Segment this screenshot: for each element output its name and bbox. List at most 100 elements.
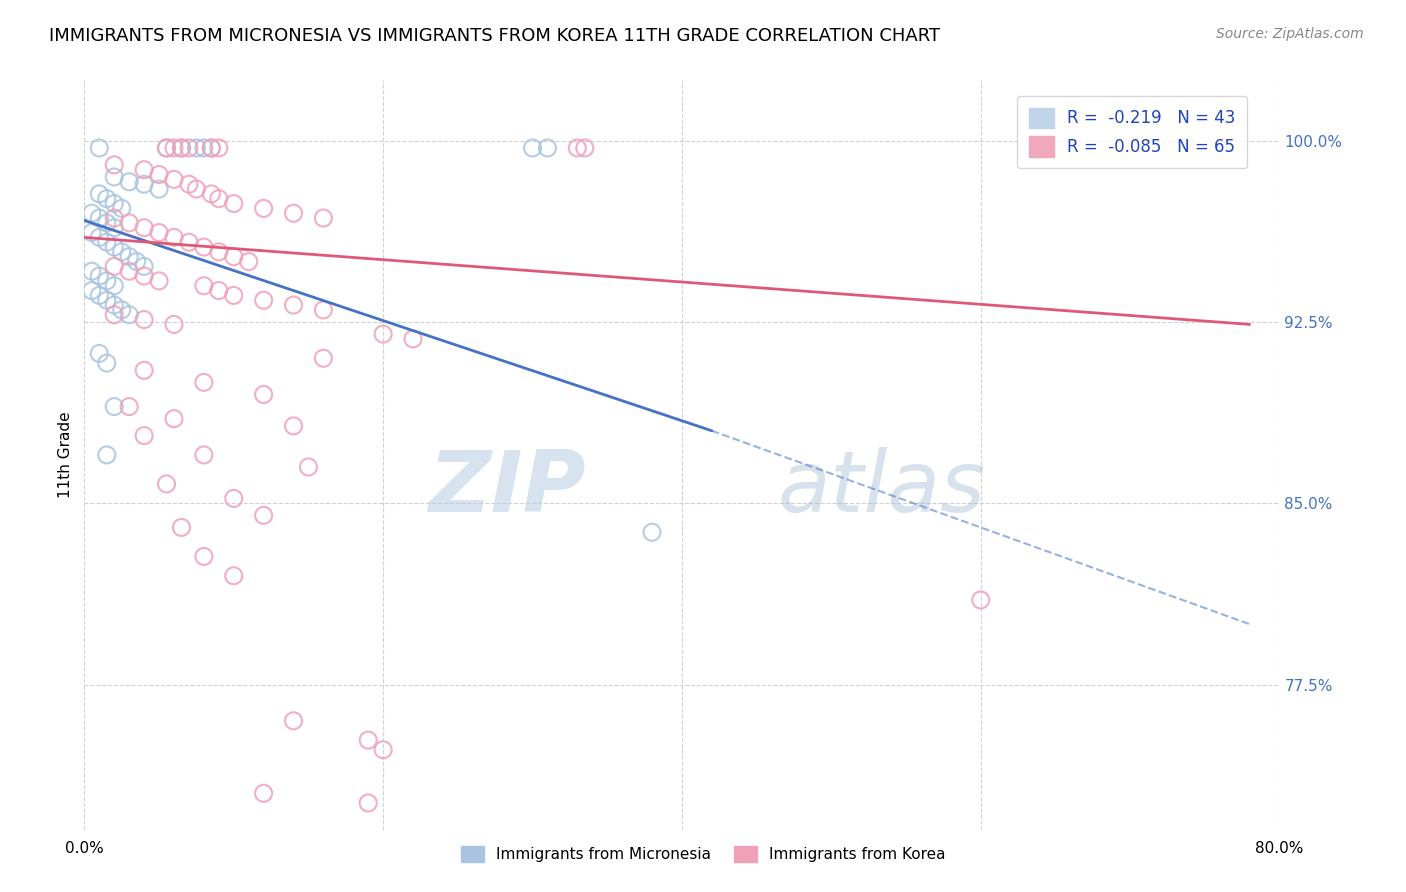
Point	[80, 264, 103, 278]
Y-axis label: 11th Grade: 11th Grade	[58, 411, 73, 499]
Point	[163, 230, 186, 244]
Point	[132, 268, 156, 283]
Point	[200, 141, 222, 155]
Point	[283, 206, 305, 220]
Point	[283, 298, 305, 312]
Point	[132, 178, 156, 192]
Point	[208, 141, 231, 155]
Point	[536, 141, 558, 155]
Point	[103, 211, 125, 225]
Point	[253, 202, 276, 216]
Point	[118, 250, 141, 264]
Point	[222, 491, 245, 506]
Point	[118, 400, 141, 414]
Point	[574, 141, 596, 155]
Point	[96, 448, 118, 462]
Point	[253, 786, 276, 800]
Point	[193, 448, 215, 462]
Point	[118, 264, 141, 278]
Point	[163, 172, 186, 186]
Point	[193, 376, 215, 390]
Point	[283, 418, 305, 433]
Point	[132, 162, 156, 177]
Point	[111, 202, 134, 216]
Point	[148, 182, 170, 196]
Point	[163, 411, 186, 425]
Point	[253, 387, 276, 401]
Point	[103, 169, 125, 184]
Point	[177, 235, 200, 250]
Point	[96, 235, 118, 250]
Point	[103, 240, 125, 254]
Point	[132, 260, 156, 274]
Point	[222, 250, 245, 264]
Point	[132, 312, 156, 326]
Point	[177, 141, 200, 155]
Text: atlas: atlas	[778, 447, 986, 530]
Text: 0.0%: 0.0%	[65, 840, 104, 855]
Point	[89, 211, 111, 225]
Point	[118, 175, 141, 189]
Point	[200, 186, 222, 201]
Point	[103, 196, 125, 211]
Point	[103, 278, 125, 293]
Point	[163, 318, 186, 332]
Point	[170, 141, 193, 155]
Point	[155, 477, 177, 491]
Point	[118, 308, 141, 322]
Point	[312, 211, 335, 225]
Point	[103, 158, 125, 172]
Point	[148, 226, 170, 240]
Point	[222, 196, 245, 211]
Point	[238, 254, 260, 268]
Point	[163, 141, 186, 155]
Point	[132, 428, 156, 442]
Text: IMMIGRANTS FROM MICRONESIA VS IMMIGRANTS FROM KOREA 11TH GRADE CORRELATION CHART: IMMIGRANTS FROM MICRONESIA VS IMMIGRANTS…	[49, 27, 941, 45]
Point	[208, 284, 231, 298]
Point	[193, 549, 215, 564]
Point	[641, 525, 664, 540]
Point	[253, 508, 276, 523]
Point	[111, 244, 134, 259]
Point	[103, 298, 125, 312]
Text: Source: ZipAtlas.com: Source: ZipAtlas.com	[1216, 27, 1364, 41]
Point	[253, 293, 276, 308]
Point	[96, 216, 118, 230]
Point	[96, 192, 118, 206]
Point	[297, 460, 319, 475]
Point	[222, 288, 245, 302]
Point	[132, 220, 156, 235]
Point	[118, 216, 141, 230]
Point	[186, 141, 208, 155]
Point	[312, 351, 335, 366]
Point	[312, 302, 335, 317]
Point	[208, 192, 231, 206]
Point	[193, 278, 215, 293]
Point	[373, 327, 395, 342]
Point	[96, 274, 118, 288]
Point	[103, 308, 125, 322]
Point	[148, 168, 170, 182]
Point	[193, 240, 215, 254]
Point	[170, 520, 193, 534]
Point	[970, 593, 993, 607]
Point	[170, 141, 193, 155]
Point	[186, 182, 208, 196]
Point	[80, 284, 103, 298]
Point	[155, 141, 177, 155]
Point	[89, 186, 111, 201]
Point	[283, 714, 305, 728]
Point	[89, 268, 111, 283]
Point	[89, 230, 111, 244]
Point	[357, 796, 380, 810]
Text: ZIP: ZIP	[429, 447, 586, 530]
Point	[89, 346, 111, 360]
Point	[125, 254, 148, 268]
Point	[357, 733, 380, 747]
Point	[96, 293, 118, 308]
Point	[208, 244, 231, 259]
Point	[80, 206, 103, 220]
Point	[89, 288, 111, 302]
Point	[222, 568, 245, 582]
Point	[193, 141, 215, 155]
